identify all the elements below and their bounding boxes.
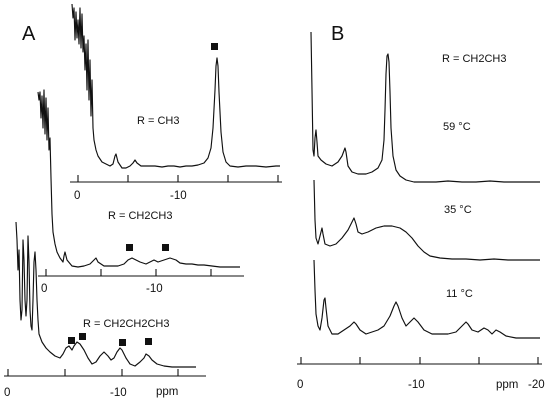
tick-label-a3-0: 0 bbox=[4, 387, 10, 399]
trace-a2-ch2ch3: R = CH2CH3 0 -10 bbox=[37, 89, 244, 295]
trace-label-a1: R = CH3 bbox=[137, 115, 180, 127]
trace-b1-59c: 59 °C bbox=[310, 31, 540, 183]
tick-label-b-10: -10 bbox=[408, 379, 425, 391]
x-axis-a3: 0 -10 ppm bbox=[4, 369, 206, 399]
panel-a-label: A bbox=[22, 23, 36, 45]
tick-label-a2-0: 0 bbox=[41, 283, 47, 295]
trace-label-a2: R = CH2CH3 bbox=[108, 210, 173, 222]
spectrum-line-b3 bbox=[313, 259, 540, 339]
trace-label-b2: 35 °C bbox=[444, 204, 472, 216]
peak-marker-a3-4 bbox=[145, 338, 152, 345]
peak-marker-a3-1 bbox=[68, 337, 75, 344]
tick-label-b-0: 0 bbox=[297, 379, 303, 391]
tick-label-a1-10: -10 bbox=[170, 190, 187, 202]
trace-label-b1: 59 °C bbox=[443, 121, 471, 133]
peak-marker-a3-3 bbox=[119, 339, 126, 346]
panel-b-label: B bbox=[331, 23, 344, 45]
axis-unit-b: ppm bbox=[496, 379, 518, 391]
spectrum-line-b1 bbox=[310, 31, 540, 183]
trace-a3-ch2ch2ch3: R = CH2CH2CH3 0 -10 ppm bbox=[4, 221, 206, 399]
trace-b2-35c: 35 °C bbox=[313, 179, 540, 261]
series-label-b: R = CH2CH3 bbox=[442, 53, 507, 65]
x-axis-b: 0 -10 ppm -20 bbox=[297, 357, 545, 391]
trace-label-a3: R = CH2CH2CH3 bbox=[83, 318, 170, 330]
peak-marker-a2-1 bbox=[126, 244, 133, 251]
trace-b3-11c: 11 °C bbox=[313, 259, 540, 339]
tick-label-a3-10: -10 bbox=[110, 387, 127, 399]
spectrum-line-a2 bbox=[37, 89, 240, 268]
x-axis-a2: 0 -10 bbox=[38, 269, 244, 295]
trace-a1-ch3: R = CH3 0 -10 bbox=[70, 3, 282, 202]
peak-marker-a2-2 bbox=[162, 244, 169, 251]
axis-unit-a3: ppm bbox=[156, 386, 178, 398]
spectrum-line-a1 bbox=[71, 3, 280, 169]
tick-label-a1-0: 0 bbox=[74, 190, 80, 202]
peak-marker-a1-1 bbox=[211, 43, 218, 50]
spectrum-line-b2 bbox=[313, 179, 540, 261]
trace-label-b3: 11 °C bbox=[446, 288, 473, 300]
x-axis-a1: 0 -10 bbox=[70, 175, 282, 202]
spectrum-line-a3 bbox=[15, 221, 196, 368]
tick-label-a2-10: -10 bbox=[146, 283, 163, 295]
tick-label-b-20: -20 bbox=[528, 379, 545, 391]
peak-marker-a3-2 bbox=[79, 333, 86, 340]
